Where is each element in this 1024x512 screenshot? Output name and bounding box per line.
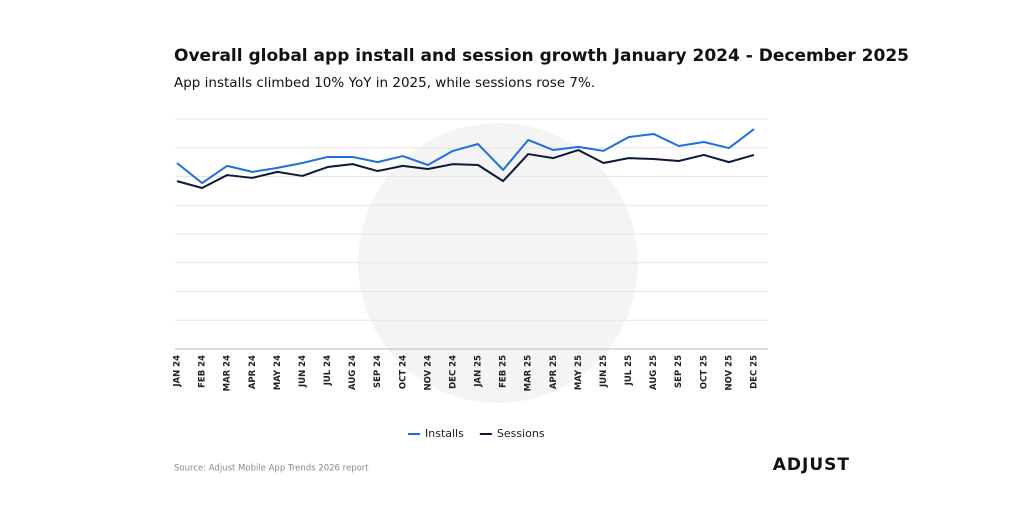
x-tick-label: JUL 25 [624,355,634,386]
x-tick-label: FEB 25 [499,355,509,388]
x-tick-label: APR 24 [248,355,258,389]
x-tick-label: MAR 24 [223,355,233,391]
x-tick-label: JAN 24 [173,355,183,388]
x-tick-label: NOV 24 [423,355,433,391]
x-tick-label: DEC 24 [448,355,458,389]
x-tick-label: SEP 25 [674,355,684,388]
x-tick-label: JUL 24 [323,355,333,386]
x-tick-label: APR 25 [549,355,559,389]
x-tick-label: AUG 24 [348,355,358,390]
legend-label: Sessions [497,427,545,440]
x-tick-label: JUN 25 [599,355,609,388]
x-tick-label: DEC 25 [750,355,760,389]
series-line [176,128,755,185]
x-tick-label: MAY 24 [273,355,283,390]
x-tick-label: MAY 25 [574,355,584,390]
x-tick-label: MAR 25 [524,355,534,391]
x-tick-label: JUN 24 [298,355,308,388]
x-tick-label: NOV 25 [724,355,734,391]
x-tick-label: FEB 24 [198,355,208,388]
x-tick-label: OCT 24 [398,355,408,389]
brand-logo: ADJUST [773,455,850,475]
x-tick-label: AUG 25 [649,355,659,390]
x-tick-label: JAN 25 [474,355,484,388]
source-note: Source: Adjust Mobile App Trends 2026 re… [174,464,369,474]
x-tick-label: SEP 24 [373,355,383,388]
chart-title: Overall global app install and session g… [174,46,909,66]
chart-subtitle: App installs climbed 10% YoY in 2025, wh… [174,75,595,91]
series-line [176,149,755,189]
x-tick-label: OCT 25 [699,355,709,389]
legend-label: Installs [425,427,464,440]
